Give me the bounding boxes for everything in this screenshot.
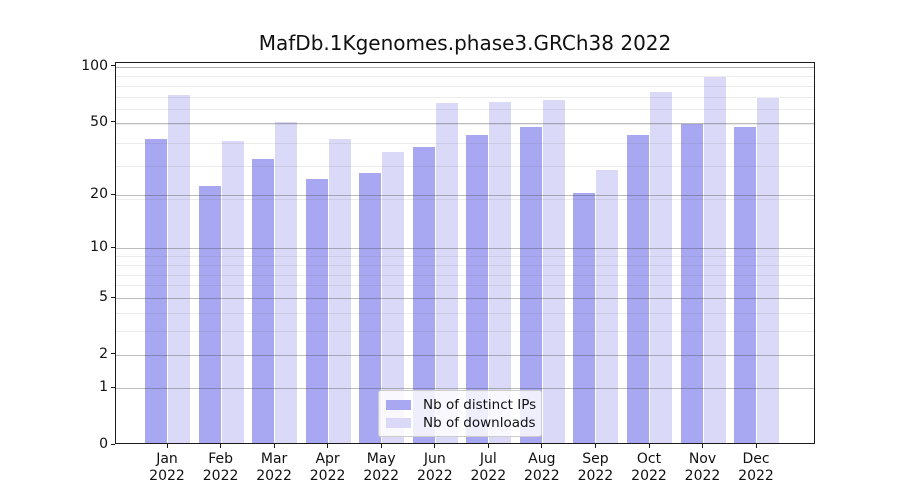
- gridline-minor: [116, 96, 814, 98]
- y-tick-mark: [111, 246, 115, 248]
- bar-distinct-ips: [305, 179, 328, 443]
- x-tick-label: May 2022: [363, 451, 399, 484]
- y-tick-label: 2: [99, 345, 108, 362]
- x-tick-label: Nov 2022: [684, 451, 721, 484]
- y-tick-label: 5: [99, 289, 108, 306]
- y-tick-label: 1: [99, 379, 108, 396]
- gridline-minor: [116, 67, 814, 69]
- y-tick-label: 10: [90, 239, 108, 256]
- x-tick-label: Aug 2022: [523, 451, 560, 484]
- chart-title: MafDb.1Kgenomes.phase3.GRCh38 2022: [258, 31, 672, 55]
- y-tick-mark: [111, 386, 115, 388]
- bar-distinct-ips: [252, 158, 275, 443]
- y-tick-mark: [111, 443, 115, 445]
- y-tick-label: 20: [90, 186, 108, 203]
- gridline-minor: [116, 331, 814, 333]
- y-tick-label: 50: [90, 113, 108, 130]
- gridline-major: [116, 66, 814, 68]
- bar-distinct-ips: [145, 138, 167, 443]
- gridline-minor: [116, 199, 814, 201]
- bar-distinct-ips: [734, 127, 757, 443]
- gridline-minor: [116, 285, 814, 287]
- bar-distinct-ips: [573, 193, 596, 443]
- x-tick-label: Jul 2022: [470, 451, 507, 484]
- x-tick-mark: [487, 444, 489, 448]
- y-tick-mark: [111, 193, 115, 195]
- x-tick-mark: [166, 444, 168, 448]
- y-tick-mark: [111, 121, 115, 123]
- y-tick-mark: [111, 65, 115, 67]
- bar-distinct-ips: [626, 134, 649, 443]
- x-tick-mark: [702, 444, 703, 448]
- y-tick-mark: [111, 353, 115, 355]
- x-tick-mark: [648, 444, 650, 448]
- legend: Nb of distinct IPs Nb of downloads: [378, 390, 542, 437]
- gridline-major: [116, 248, 814, 250]
- x-tick-label: Apr 2022: [309, 451, 346, 484]
- gridline-major: [116, 388, 814, 390]
- bar-downloads: [703, 76, 726, 443]
- x-tick-mark: [434, 444, 436, 448]
- bar-distinct-ips: [412, 146, 435, 443]
- bar-downloads: [435, 103, 458, 443]
- x-tick-label: Feb 2022: [202, 451, 239, 484]
- bar-distinct-ips: [198, 185, 221, 443]
- x-tick-mark: [273, 444, 275, 448]
- legend-swatch-downloads: [386, 418, 411, 428]
- gridline-minor: [116, 142, 814, 144]
- x-tick-label: Dec 2022: [738, 451, 774, 484]
- gridline-minor: [116, 166, 814, 168]
- plot-area: [115, 62, 815, 444]
- bar-downloads: [221, 140, 244, 443]
- y-tick-label: 100: [81, 57, 108, 74]
- bar-downloads: [757, 98, 780, 443]
- x-tick-mark: [220, 444, 222, 448]
- bar-distinct-ips: [680, 123, 703, 443]
- legend-item-distinct-ips: Nb of distinct IPs: [386, 396, 537, 414]
- bar-distinct-ips: [519, 127, 542, 443]
- gridline-minor: [116, 313, 814, 314]
- x-tick-mark: [380, 444, 382, 448]
- legend-item-downloads: Nb of downloads: [386, 414, 536, 432]
- bar-distinct-ips: [466, 134, 489, 443]
- x-tick-mark: [541, 444, 543, 448]
- y-tick-label: 0: [99, 436, 108, 452]
- x-tick-label: Sep 2022: [577, 451, 614, 484]
- gridline-minor: [116, 274, 814, 276]
- gridline-minor: [116, 264, 814, 266]
- x-tick-label: Jan 2022: [149, 451, 185, 484]
- gridline-minor: [116, 124, 814, 126]
- legend-label-distinct-ips: Nb of distinct IPs: [423, 397, 537, 413]
- y-tick-mark: [111, 296, 115, 298]
- bar-downloads: [328, 138, 351, 443]
- x-tick-mark: [327, 444, 329, 448]
- gridline-major: [116, 298, 814, 300]
- bar-downloads: [542, 99, 565, 443]
- bar-downloads: [275, 122, 298, 443]
- gridline-major: [116, 122, 814, 124]
- x-tick-label: Mar 2022: [256, 451, 292, 484]
- bar-downloads: [168, 94, 190, 443]
- gridline-major: [116, 354, 814, 356]
- gridline-minor: [116, 85, 814, 87]
- x-tick-mark: [755, 444, 757, 448]
- x-tick-label: Oct 2022: [631, 451, 667, 484]
- bar-downloads: [649, 92, 672, 443]
- gridline-minor: [116, 256, 814, 258]
- bar-downloads: [596, 169, 619, 443]
- bar-downloads: [382, 151, 405, 443]
- gridline-minor: [116, 76, 814, 77]
- x-tick-mark: [594, 444, 596, 448]
- legend-swatch-distinct-ips: [386, 400, 411, 410]
- legend-label-downloads: Nb of downloads: [423, 415, 536, 431]
- x-tick-label: Jun 2022: [416, 451, 453, 484]
- bar-distinct-ips: [359, 172, 382, 443]
- gridline-major: [116, 195, 814, 197]
- bar-downloads: [489, 102, 512, 443]
- gridline-minor: [116, 109, 814, 111]
